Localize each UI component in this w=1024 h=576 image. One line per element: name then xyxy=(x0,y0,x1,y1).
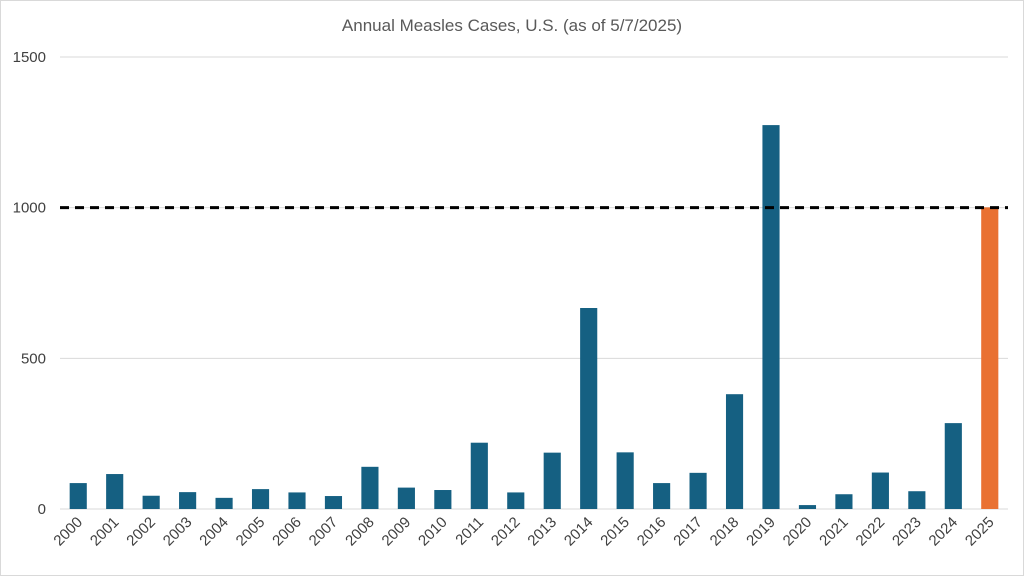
y-axis-ticks: 0 500 1000 1500 xyxy=(13,49,46,518)
x-tick-label: 2023 xyxy=(889,514,925,550)
bar-2000 xyxy=(69,483,87,509)
bar-2023 xyxy=(908,491,926,509)
bar-2024 xyxy=(944,423,962,509)
x-tick-label: 2008 xyxy=(342,514,378,550)
x-tick-label: 2010 xyxy=(415,514,451,550)
bar-2025 xyxy=(981,207,999,509)
y-tick-label: 500 xyxy=(21,350,46,367)
bar-2010 xyxy=(434,490,452,509)
bar-2015 xyxy=(616,452,634,509)
x-tick-label: 2003 xyxy=(160,514,196,550)
x-tick-label: 2024 xyxy=(926,514,962,550)
x-tick-label: 2006 xyxy=(269,514,305,550)
x-tick-label: 2017 xyxy=(670,514,706,550)
bar-2007 xyxy=(324,496,343,509)
y-tick-label: 1500 xyxy=(13,49,46,66)
bar-2005 xyxy=(251,489,270,509)
y-tick-label: 0 xyxy=(38,501,46,518)
x-tick-label: 2016 xyxy=(634,514,670,550)
x-tick-label: 2021 xyxy=(816,514,852,550)
bar-2003 xyxy=(179,492,197,509)
x-axis-ticks: 2000 2001 2002 2003 2004 2005 2006 2007 2008 2009… xyxy=(50,514,997,550)
x-tick-label: 2013 xyxy=(524,514,560,550)
bar-2021 xyxy=(835,494,853,509)
x-tick-label: 2018 xyxy=(707,514,743,550)
x-tick-label: 2011 xyxy=(452,514,487,549)
x-tick-label: 2002 xyxy=(123,514,159,550)
x-tick-label: 2015 xyxy=(597,514,633,550)
chart-title: Annual Measles Cases, U.S. (as of 5/7/20… xyxy=(341,16,683,35)
bar-2017 xyxy=(689,472,707,509)
bar-2012 xyxy=(507,492,525,509)
bar-2009 xyxy=(397,487,415,509)
bar-2004 xyxy=(215,497,233,509)
bar-2006 xyxy=(288,492,306,509)
x-tick-label: 2012 xyxy=(488,514,524,550)
x-tick-label: 2020 xyxy=(780,514,816,550)
bar-2013 xyxy=(543,452,561,509)
bar-2002 xyxy=(142,495,160,509)
bar-2019 xyxy=(762,125,780,510)
y-tick-label: 1000 xyxy=(13,200,46,217)
x-tick-label: 2014 xyxy=(561,514,597,550)
x-tick-label: 2000 xyxy=(50,514,86,550)
x-tick-label: 2001 xyxy=(87,514,123,550)
bar-2014 xyxy=(580,308,598,509)
bar-2001 xyxy=(106,474,124,509)
bar-2016 xyxy=(653,483,671,509)
x-tick-label: 2004 xyxy=(196,514,232,550)
x-tick-label: 2005 xyxy=(233,514,269,550)
x-tick-label: 2022 xyxy=(853,514,889,550)
bar-2018 xyxy=(725,394,744,509)
bars xyxy=(69,125,999,510)
x-tick-label: 2025 xyxy=(962,514,998,550)
bar-2011 xyxy=(470,442,488,509)
x-tick-label: 2019 xyxy=(743,514,779,550)
x-tick-label: 2007 xyxy=(306,514,342,550)
gridlines xyxy=(60,56,1008,510)
x-tick-label: 2009 xyxy=(379,514,415,550)
bar-2020 xyxy=(798,505,817,509)
bar-2008 xyxy=(361,466,379,509)
bar-2022 xyxy=(871,472,889,509)
